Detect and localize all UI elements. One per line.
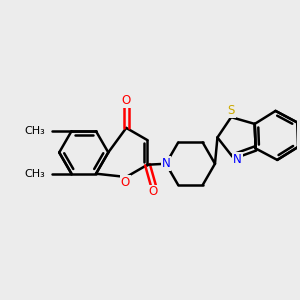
- Text: O: O: [121, 176, 130, 189]
- Text: O: O: [149, 185, 158, 199]
- Text: CH₃: CH₃: [25, 126, 46, 136]
- Text: S: S: [227, 104, 235, 117]
- Text: CH₃: CH₃: [25, 169, 46, 179]
- Text: O: O: [122, 94, 131, 107]
- Text: N: N: [233, 153, 242, 166]
- Text: N: N: [161, 157, 170, 170]
